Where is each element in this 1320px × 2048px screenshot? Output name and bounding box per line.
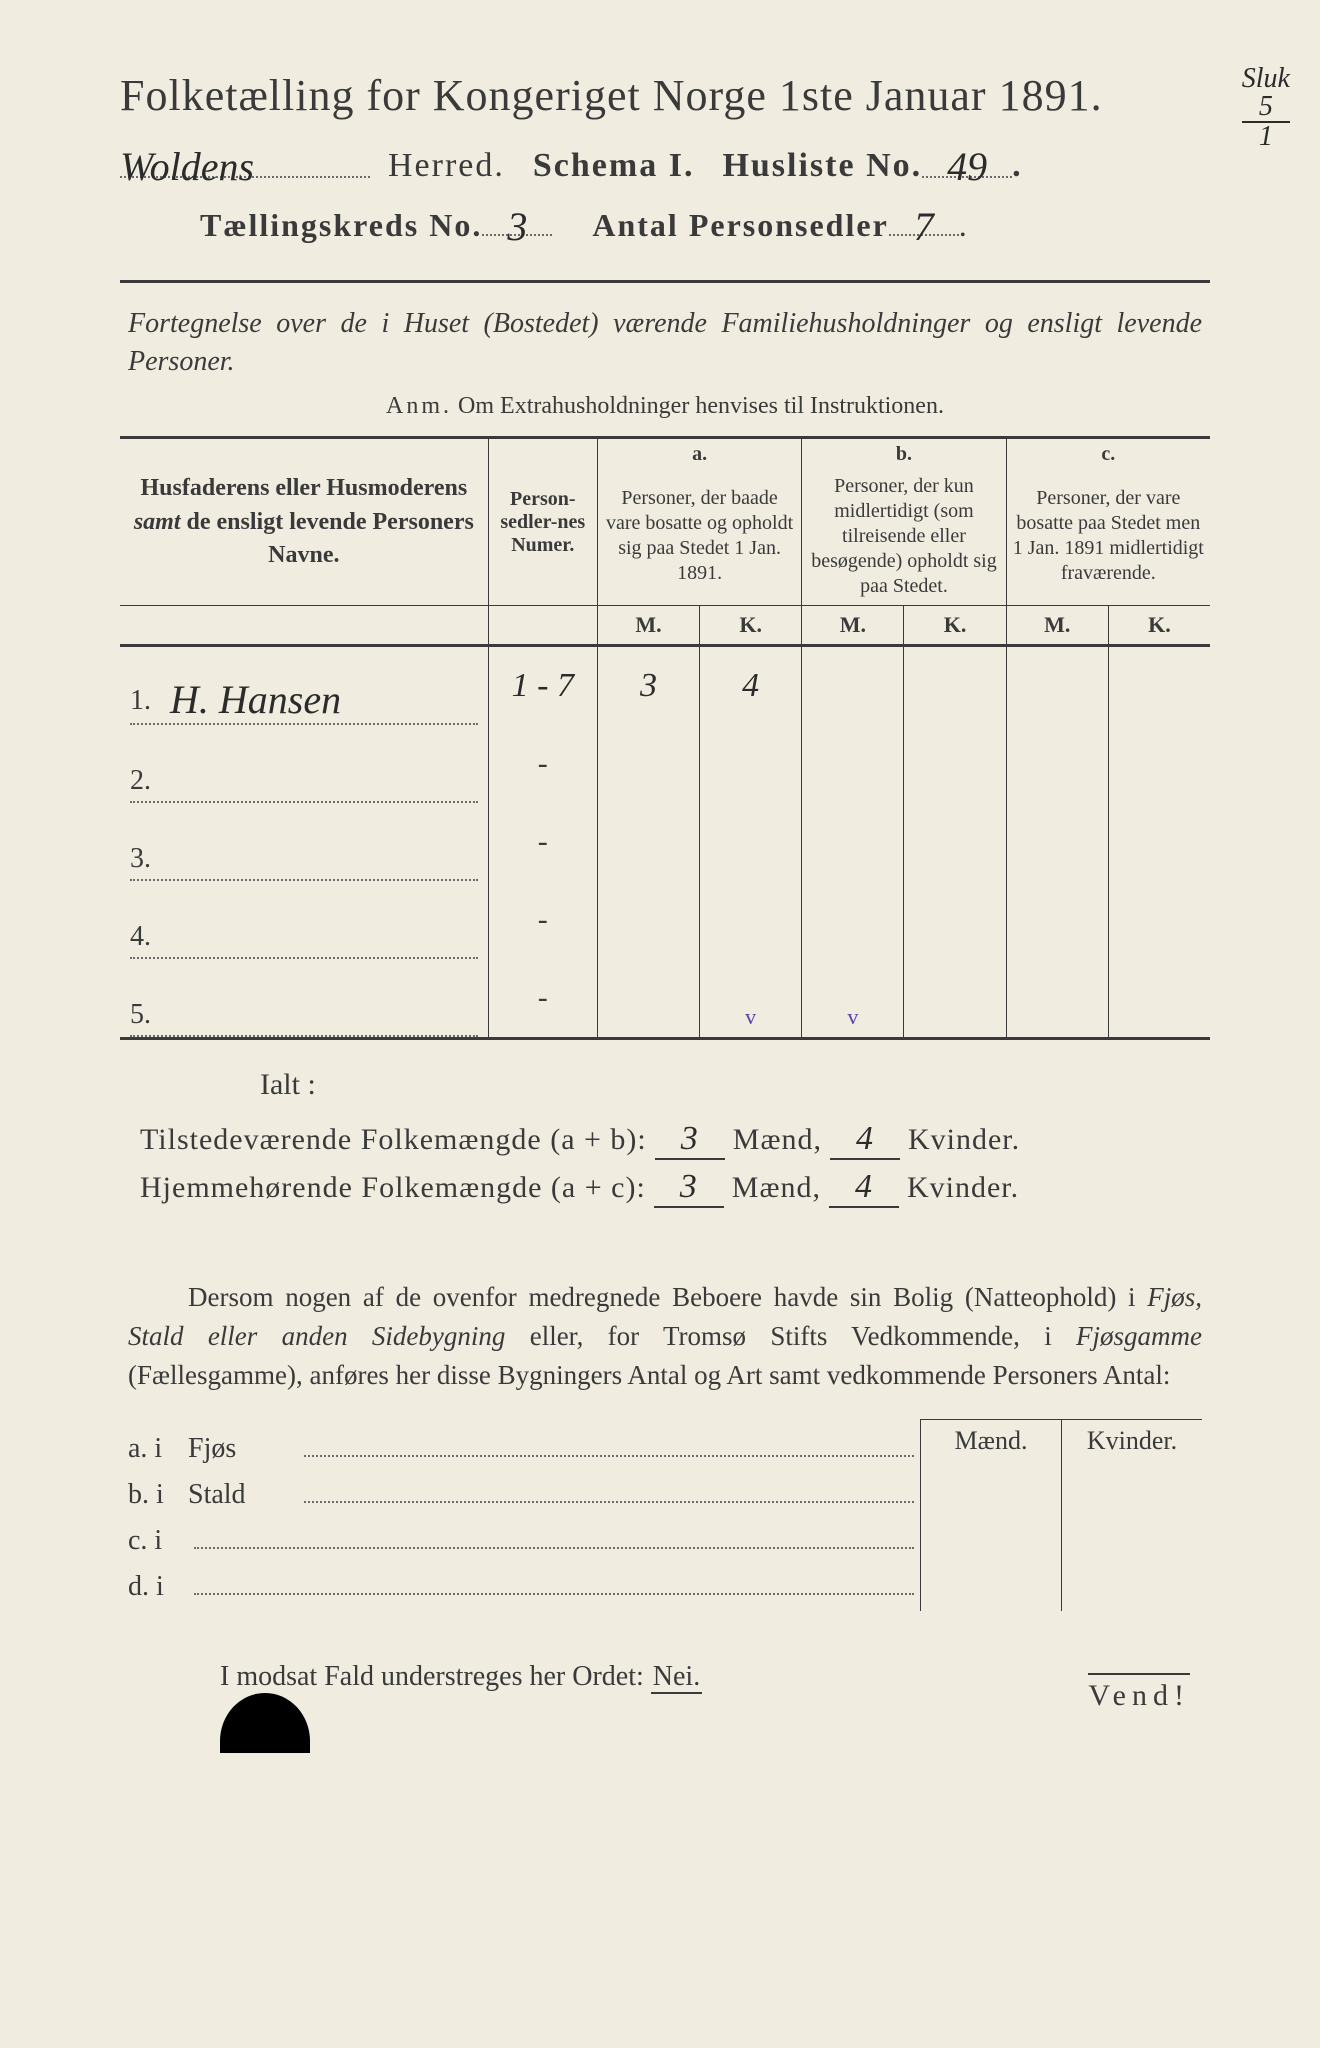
husliste-field: 49 [922,139,1012,178]
side-row: b. i Stald [128,1473,920,1511]
col-c-label: c. [1006,437,1210,468]
row-index: 1. [130,685,170,717]
herred-value: Woldens [120,144,254,189]
side-row: c. i [128,1519,920,1557]
husliste-label: Husliste No. [722,147,922,185]
ialt-label: Ialt : [260,1068,1210,1102]
col-b-label: b. [802,437,1006,468]
cell-a-m: 3 [640,667,657,704]
husliste-value: 49 [947,144,987,189]
kreds-field: 3 [482,199,552,236]
side-kvinder: Kvinder. [1061,1420,1202,1611]
personsedler-label: Antal Personsedler [592,207,888,244]
corner-frac-bot: 1 [1242,123,1290,151]
sum1-k: 4 [856,1120,874,1157]
census-form-page: Sluk 5 1 Folketælling for Kongeriget Nor… [0,0,1320,1753]
kreds-label: Tællingskreds No. [200,207,482,244]
side-row: d. i [128,1565,920,1603]
kreds-row: Tællingskreds No. 3 Antal Personsedler 7… [120,199,1210,244]
col-numer-header: Person-sedler-nes Numer. [489,488,597,557]
herred-label: Herred. [388,147,505,185]
col-a-label: a. [597,437,801,468]
row-numer: 1 - 7 [512,667,574,704]
sum-resident: Hjemmehørende Folkemængde (a + c): 3 Mæn… [140,1168,1210,1208]
anm-text: Om Extrahusholdninger henvises til Instr… [458,393,944,419]
mk-m: M. [597,605,699,645]
side-maend: Mænd. [920,1420,1061,1611]
side-row: a. i Fjøs [128,1427,920,1465]
sum2-m: 3 [680,1168,698,1205]
nei-line: I modsat Fald understreges her Ordet: Ne… [220,1661,1210,1693]
col-name-header: Husfaderens eller Husmoderens samt de en… [120,462,488,583]
kreds-value: 3 [507,204,527,249]
table-row: 1. H. Hansen 1 - 7 3 4 [120,645,1210,725]
table-row: 2. - [120,725,1210,803]
sum2-label: Hjemmehørende Folkemængde (a + c): [140,1171,646,1205]
household-table: Husfaderens eller Husmoderens samt de en… [120,436,1210,1040]
anm-line: Anm. Om Extrahusholdninger henvises til … [120,393,1210,420]
ink-blot [220,1693,310,1753]
rule-divider [120,280,1210,283]
sum1-m: 3 [681,1120,699,1157]
herred-row: Woldens Herred. Schema I. Husliste No. 4… [120,139,1210,185]
corner-annotation: Sluk 5 1 [1242,65,1290,151]
row-name: H. Hansen [170,676,478,723]
sum2-k: 4 [855,1168,873,1205]
col-b-text: Personer, der kun midlertidigt (som tilr… [802,468,1006,606]
herred-field: Woldens [120,139,370,178]
turn-over-label: Vend! [1088,1673,1190,1713]
personsedler-field: 7 [889,199,959,236]
personsedler-value: 7 [914,204,934,249]
side-mk-columns: Mænd. Kvinder. [920,1419,1202,1611]
sum1-label: Tilstedeværende Folkemængde (a + b): [140,1123,647,1157]
outbuilding-table: a. i Fjøs b. i Stald c. i d. i Mænd. Kvi… [128,1419,1202,1611]
table-row: 5. - v v [120,959,1210,1039]
table-row: 4. - [120,881,1210,959]
tick-mark: v [745,1004,756,1029]
col-a-text: Personer, der baade vare bosatte og opho… [597,468,801,606]
intro-text: Fortegnelse over de i Huset (Bostedet) v… [128,305,1202,381]
corner-frac-top: 5 [1242,93,1290,123]
nei-word: Nei. [651,1661,702,1694]
anm-label: Anm. [386,393,452,419]
col-c-text: Personer, der vare bosatte paa Stedet me… [1006,468,1210,606]
mk-k: K. [700,605,802,645]
outbuilding-paragraph: Dersom nogen af de ovenfor medregnede Be… [128,1278,1202,1395]
table-row: 3. - [120,803,1210,881]
sum-present: Tilstedeværende Folkemængde (a + b): 3 M… [140,1120,1210,1160]
page-title: Folketælling for Kongeriget Norge 1ste J… [120,70,1210,121]
corner-word: Sluk [1242,65,1290,93]
cell-a-k: 4 [742,667,759,704]
schema-label: Schema I. [533,147,695,185]
